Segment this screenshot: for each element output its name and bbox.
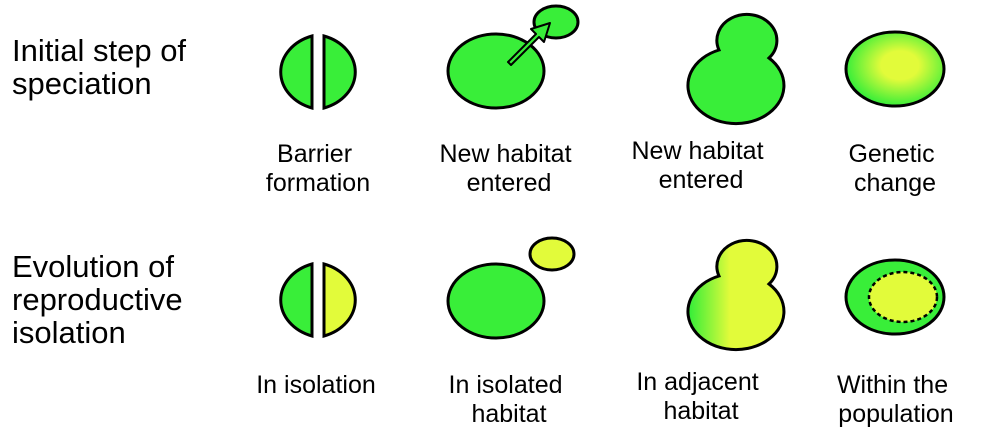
- caption-within-the-population: Within the population: [837, 371, 955, 428]
- caption-genetic-change: Genetic change: [848, 140, 941, 197]
- barrier-formation-diagram: [279, 34, 357, 110]
- within-the-population-diagram: [844, 258, 946, 336]
- caption-barrier-formation: Barrier formation: [266, 140, 370, 197]
- in-isolation-diagram: [279, 262, 357, 338]
- new-habitat-entered-adjacent-diagram: [686, 12, 786, 126]
- in-adjacent-habitat-diagram: [686, 238, 786, 352]
- caption-in-isolation: In isolation: [256, 371, 376, 399]
- row-label-evolution-of-isolation: Evolution of reproductive isolation: [12, 249, 183, 350]
- caption-new-habitat-entered-arrow: New habitat entered: [440, 140, 579, 197]
- caption-in-adjacent-habitat: In adjacent habitat: [636, 368, 765, 425]
- in-isolated-habitat-diagram: [446, 236, 576, 340]
- genetic-change-diagram: [844, 30, 946, 108]
- caption-new-habitat-entered-adjacent: New habitat entered: [632, 137, 771, 194]
- migration-arrow-icon: [507, 22, 551, 66]
- new-habitat-entered-arrow-diagram: [446, 4, 580, 110]
- caption-in-isolated-habitat: In isolated habitat: [449, 371, 570, 428]
- row-label-initial-step: Initial step of speciation: [12, 33, 187, 101]
